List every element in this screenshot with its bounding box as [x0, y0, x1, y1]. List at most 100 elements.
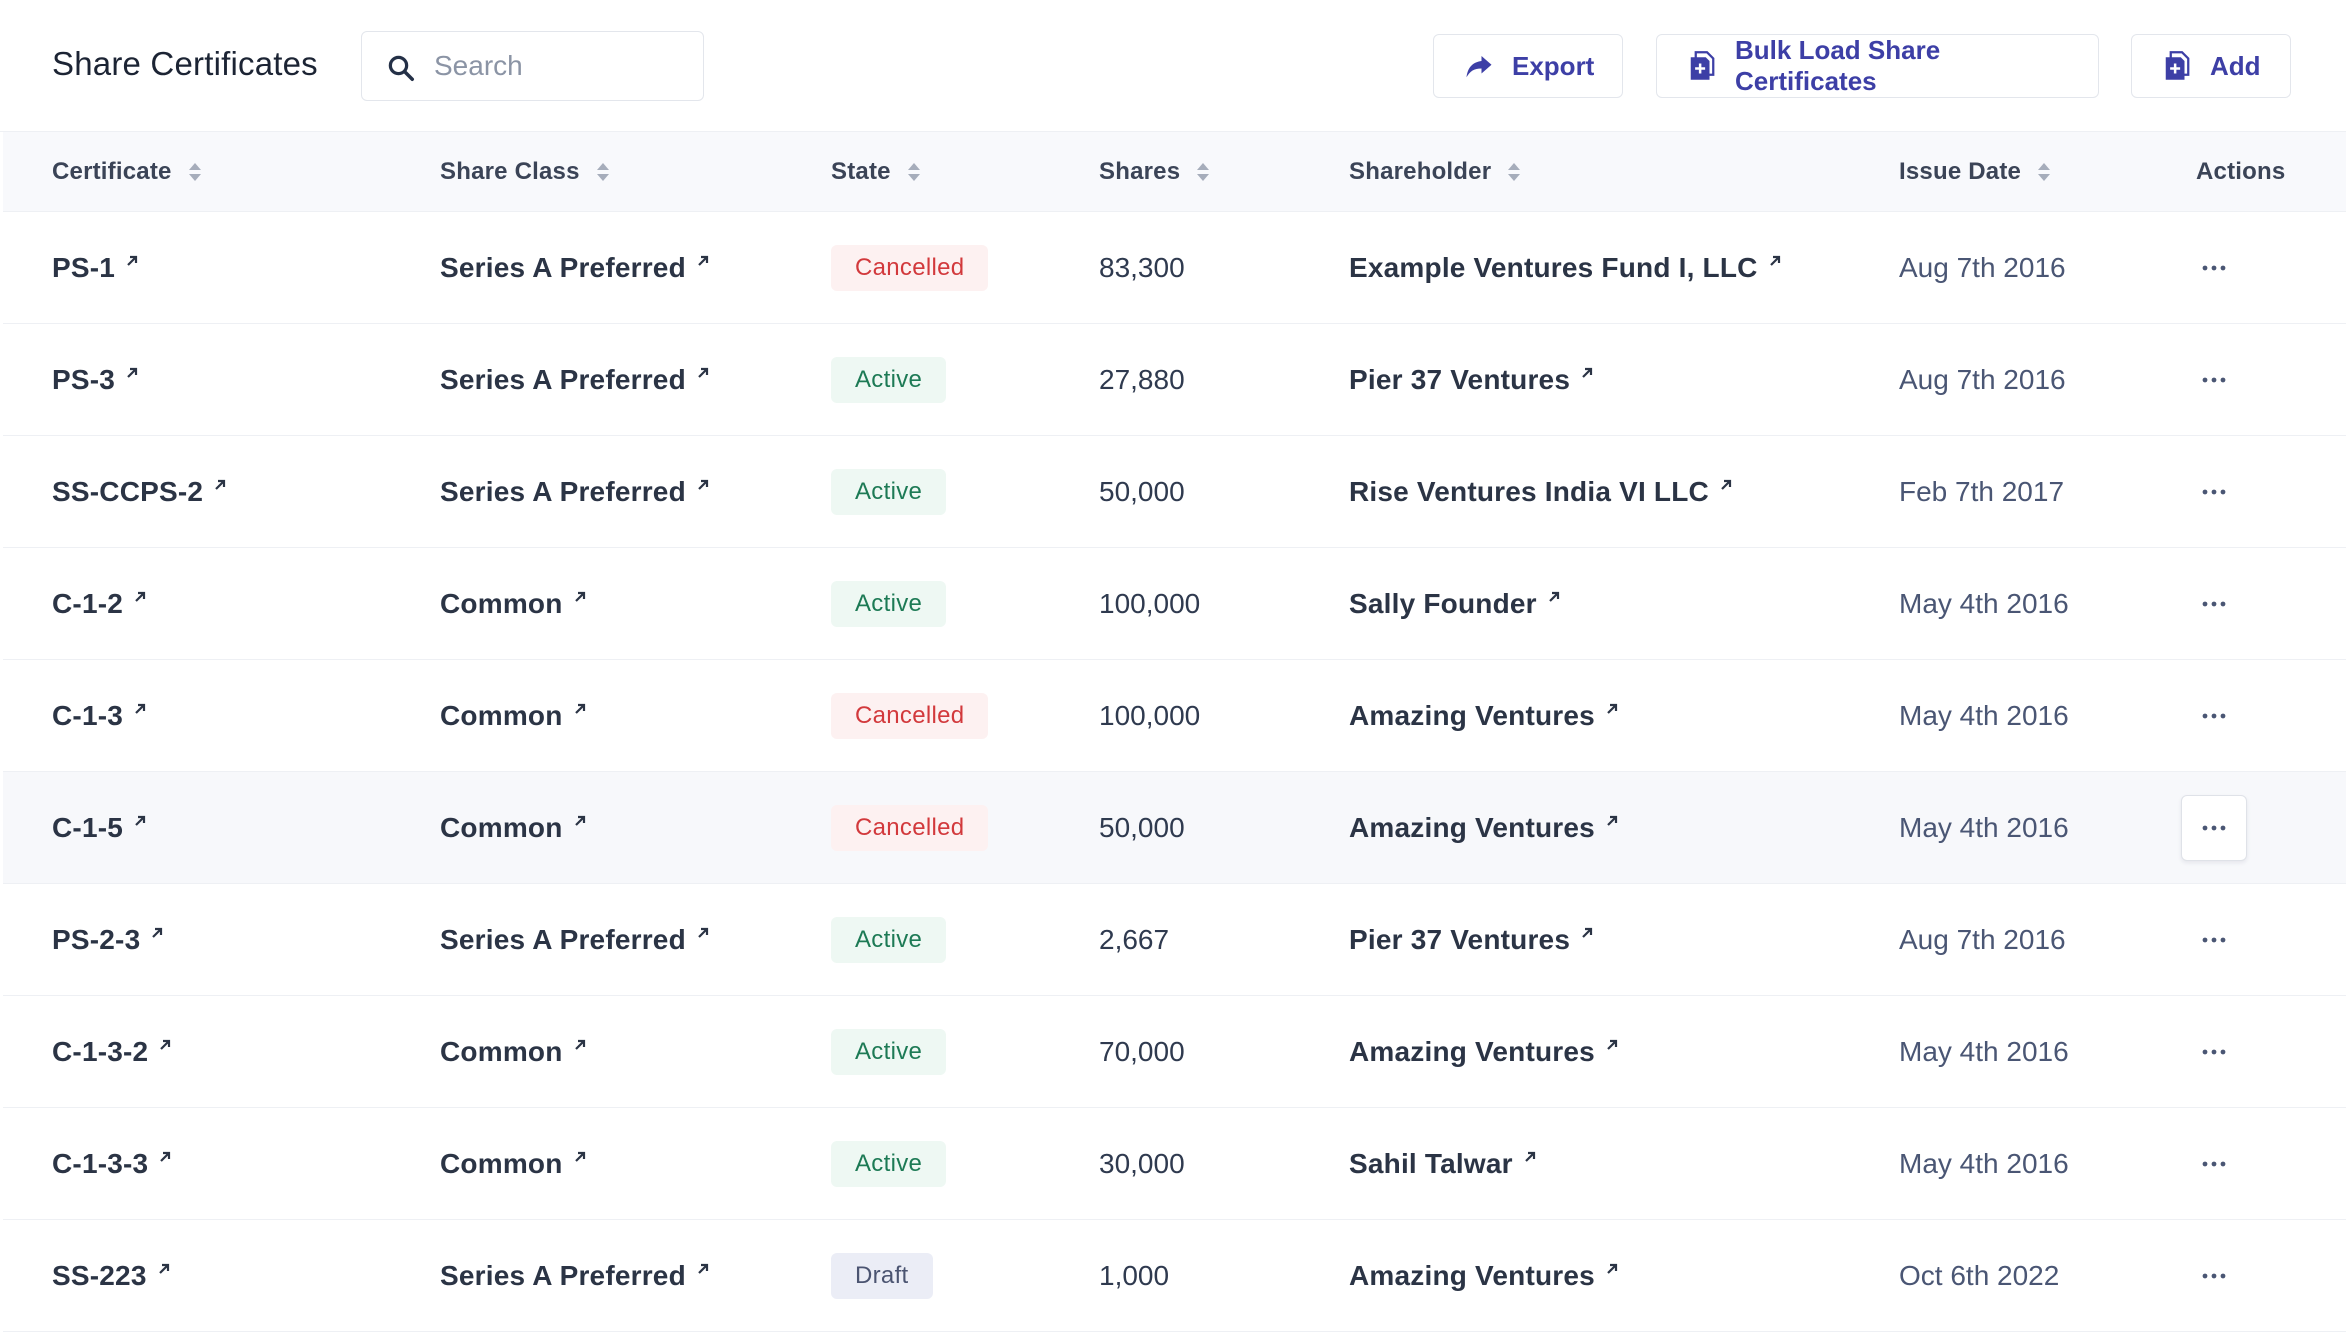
- share-class-link[interactable]: Common: [440, 548, 587, 660]
- shareholder-link[interactable]: Pier 37 Ventures: [1349, 324, 1594, 436]
- external-link-icon: [698, 479, 708, 490]
- export-button[interactable]: Export: [1433, 34, 1623, 98]
- certificate-link[interactable]: PS-1: [52, 212, 139, 324]
- row-actions-button[interactable]: [2181, 347, 2247, 413]
- issue-date-value: May 4th 2016: [1899, 1148, 2069, 1179]
- external-link-icon: [1582, 927, 1593, 938]
- share-class-link[interactable]: Series A Preferred: [440, 212, 710, 324]
- external-link-icon: [127, 367, 138, 378]
- certificate-link[interactable]: C-1-2: [52, 548, 147, 660]
- actions-cell: [2181, 660, 2247, 772]
- external-link-icon: [160, 1151, 171, 1162]
- column-header-state[interactable]: State: [831, 158, 921, 186]
- shareholder-link[interactable]: Amazing Ventures: [1349, 996, 1619, 1108]
- share-class-link[interactable]: Common: [440, 772, 587, 884]
- bulk-load-button[interactable]: Bulk Load Share Certificates: [1656, 34, 2099, 98]
- sort-icon: [596, 163, 609, 181]
- external-link-icon: [160, 1039, 171, 1050]
- external-link-icon: [152, 927, 163, 938]
- issue-date-value: Aug 7th 2016: [1899, 364, 2066, 395]
- row-actions-button[interactable]: [2181, 1243, 2247, 1309]
- share-class-link[interactable]: Series A Preferred: [440, 436, 710, 548]
- shareholder-link[interactable]: Pier 37 Ventures: [1349, 884, 1594, 996]
- external-link-icon: [158, 1263, 169, 1274]
- share-class-link[interactable]: Series A Preferred: [440, 324, 710, 436]
- certificate-link[interactable]: C-1-3: [52, 660, 147, 772]
- add-button[interactable]: Add: [2131, 34, 2291, 98]
- shares-value: 1,000: [1099, 1260, 1170, 1291]
- issue-date-value: Aug 7th 2016: [1899, 924, 2066, 955]
- share-arrow-icon: [1466, 56, 1492, 78]
- add-button-label: Add: [2210, 50, 2261, 81]
- row-actions-button[interactable]: [2181, 1019, 2247, 1085]
- more-horizontal-icon: [2202, 265, 2226, 271]
- page-title: Share Certificates: [52, 45, 318, 82]
- more-horizontal-icon: [2202, 825, 2226, 831]
- row-actions-button[interactable]: [2181, 795, 2247, 861]
- column-header-share-class[interactable]: Share Class: [440, 158, 610, 186]
- row-actions-button[interactable]: [2181, 571, 2247, 637]
- column-header-shareholder[interactable]: Shareholder: [1349, 158, 1521, 186]
- external-link-icon: [1607, 703, 1618, 714]
- table-row: C-1-3-3 Common Active 30,000 Sahil Talwa…: [3, 1108, 2346, 1220]
- table-body: PS-1 Series A Preferred Cancelled 83,300…: [3, 212, 2346, 1332]
- status-badge: Draft: [831, 1253, 933, 1299]
- row-actions-button[interactable]: [2181, 907, 2247, 973]
- status-badge: Active: [831, 357, 947, 403]
- column-header-shares[interactable]: Shares: [1099, 158, 1210, 186]
- row-actions-button[interactable]: [2181, 683, 2247, 749]
- certificate-link[interactable]: SS-CCPS-2: [52, 436, 227, 548]
- issue-date-value: Oct 6th 2022: [1899, 1260, 2060, 1291]
- shares-value: 50,000: [1099, 812, 1185, 843]
- external-link-icon: [215, 479, 226, 490]
- actions-cell: [2181, 1108, 2247, 1220]
- certificate-link[interactable]: PS-2-3: [52, 884, 164, 996]
- column-header-issue-date[interactable]: Issue Date: [1899, 158, 2051, 186]
- shares-value: 100,000: [1099, 588, 1201, 619]
- shareholder-link[interactable]: Amazing Ventures: [1349, 660, 1619, 772]
- share-class-link[interactable]: Common: [440, 660, 587, 772]
- row-actions-button[interactable]: [2181, 459, 2247, 525]
- table-header: Certificate Share Class State Shares Sha…: [3, 132, 2346, 212]
- row-actions-button[interactable]: [2181, 235, 2247, 301]
- external-link-icon: [135, 591, 146, 602]
- column-header-certificate[interactable]: Certificate: [52, 158, 202, 186]
- shareholder-link[interactable]: Rise Ventures India VI LLC: [1349, 436, 1733, 548]
- table-row: SS-223 Series A Preferred Draft 1,000 Am…: [3, 1220, 2346, 1332]
- share-class-link[interactable]: Series A Preferred: [440, 1220, 710, 1332]
- shareholder-link[interactable]: Amazing Ventures: [1349, 1220, 1619, 1332]
- more-horizontal-icon: [2202, 1161, 2226, 1167]
- search-input[interactable]: [434, 42, 689, 90]
- shareholder-link[interactable]: Example Ventures Fund I, LLC: [1349, 212, 1782, 324]
- actions-cell: [2181, 212, 2247, 324]
- status-badge: Active: [831, 1029, 947, 1075]
- external-link-icon: [135, 815, 146, 826]
- export-button-label: Export: [1512, 50, 1595, 81]
- certificate-link[interactable]: C-1-3-2: [52, 996, 172, 1108]
- certificate-link[interactable]: PS-3: [52, 324, 139, 436]
- certificates-table: Certificate Share Class State Shares Sha…: [3, 132, 2346, 1332]
- external-link-icon: [127, 255, 138, 266]
- shares-value: 50,000: [1099, 476, 1185, 507]
- share-class-link[interactable]: Common: [440, 1108, 587, 1220]
- share-class-link[interactable]: Common: [440, 996, 587, 1108]
- search-icon: [388, 55, 414, 81]
- share-class-link[interactable]: Series A Preferred: [440, 884, 710, 996]
- shares-value: 100,000: [1099, 700, 1201, 731]
- search-box[interactable]: [361, 31, 704, 101]
- table-row: PS-3 Series A Preferred Active 27,880 Pi…: [3, 324, 2346, 436]
- certificate-link[interactable]: SS-223: [52, 1220, 171, 1332]
- row-actions-button[interactable]: [2181, 1131, 2247, 1197]
- certificate-link[interactable]: C-1-5: [52, 772, 147, 884]
- actions-cell: [2181, 1220, 2247, 1332]
- shareholder-link[interactable]: Amazing Ventures: [1349, 772, 1619, 884]
- status-badge: Cancelled: [831, 245, 989, 291]
- status-badge: Cancelled: [831, 805, 989, 851]
- state-cell: Active: [831, 436, 947, 548]
- certificate-link[interactable]: C-1-3-3: [52, 1108, 172, 1220]
- shareholder-link[interactable]: Sally Founder: [1349, 548, 1561, 660]
- status-badge: Active: [831, 581, 947, 627]
- shareholder-link[interactable]: Sahil Talwar: [1349, 1108, 1537, 1220]
- status-badge: Active: [831, 469, 947, 515]
- issue-date-value: May 4th 2016: [1899, 588, 2069, 619]
